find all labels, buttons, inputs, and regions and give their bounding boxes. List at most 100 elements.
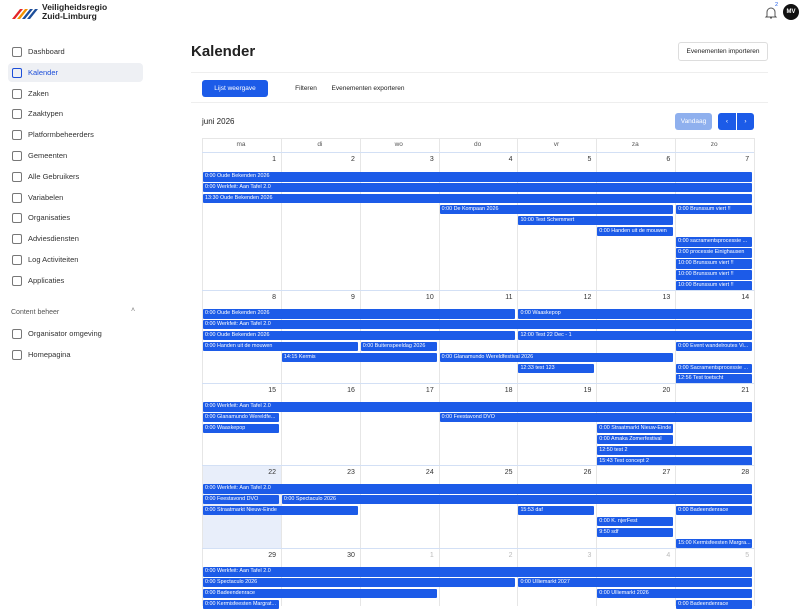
collapse-icon[interactable]: ˄ [131, 307, 136, 314]
nav-icon [12, 192, 22, 203]
nav-item[interactable]: Organisaties [8, 208, 143, 227]
event-bar[interactable]: 12:00 Test 22 Dec - 1 [518, 330, 753, 341]
event-bar[interactable]: 10:00 Brunssum viert !! [676, 270, 753, 280]
event-bar[interactable]: 0:00 Kermisfeesten Margrat... [203, 599, 279, 609]
event-bar[interactable]: 0:00 Feestavond DVO [203, 494, 279, 505]
event-bar[interactable]: 10:00 Brunssum viert !! [676, 281, 753, 291]
event-bar[interactable]: 15:53 daf [518, 505, 595, 516]
grid-line [202, 138, 755, 139]
event-bar[interactable]: 0:00 Handen uit de mouwen [203, 341, 358, 352]
grid-line [359, 138, 361, 606]
logo-text: Veiligheidsregio Zuid-Limburg [42, 3, 107, 21]
event-bar[interactable]: 0:00 Oude Bekenden 2026 [203, 330, 516, 341]
event-bar[interactable]: 0:00 Brunssum viert !! [676, 204, 753, 215]
grid-line [675, 138, 677, 606]
event-bar[interactable]: 0:00 Straatmarkt Nieuw-Einde [203, 505, 358, 516]
today-button[interactable]: Vandaag [675, 113, 712, 130]
day-number: 30 [347, 552, 355, 559]
event-bar[interactable]: 10:00 Test Schemmert [518, 215, 674, 226]
event-bar[interactable]: 0:00 Amaka Zomerfestival [597, 434, 674, 445]
prev-button[interactable]: ‹ [718, 113, 736, 130]
event-bar[interactable]: 0:00 Werkfeit: Aan Tafel 2.0 [203, 402, 753, 412]
event-bar[interactable]: 0:00 processie Einighausen [676, 248, 753, 258]
nav-item[interactable]: Alle Gebruikers [8, 167, 143, 186]
next-button[interactable]: › [737, 113, 754, 130]
export-button[interactable]: Evenementen exporteren [331, 85, 405, 92]
day-number: 21 [741, 387, 750, 394]
event-bar[interactable]: 0:00 Glanamundo Wereldfestival 2026 [439, 352, 674, 363]
event-bar[interactable]: 0:00 Spectaculo 2026 [203, 577, 516, 588]
event-bar[interactable]: 12:56 Test toetscht [676, 374, 753, 384]
event-bar[interactable]: 0:00 Ulliemarkt 2026 [597, 588, 753, 599]
event-bar[interactable]: 0:00 Werkfeit: Aan Tafel 2.0 [203, 319, 753, 330]
event-bar[interactable]: 0:00 Ulliemarkt 2027 [518, 577, 753, 588]
event-bar[interactable]: 12:50 test 2 [597, 445, 753, 456]
event-bar[interactable]: 0:00 De Kompaan 2026 [439, 204, 674, 215]
nav-item[interactable]: Log Activiteiten [8, 250, 143, 269]
event-bar[interactable]: 0:00 Badeendenrace [203, 588, 437, 599]
event-bar[interactable]: 0:00 Waaskepop [203, 423, 279, 434]
event-bar[interactable]: 15:43 Test concept 2 [597, 456, 753, 467]
nav-item[interactable]: Platformbeheerders [8, 125, 143, 144]
event-bar[interactable]: 0:00 Oude Bekenden 2026 [203, 309, 516, 319]
nav-icon [12, 130, 22, 141]
nav-item[interactable]: Adviesdiensten [8, 229, 143, 248]
event-bar[interactable]: 10:00 Brunssum viert !! [676, 259, 753, 269]
nav-item[interactable]: Homepagina [8, 345, 143, 364]
filter-button[interactable]: Filteren [295, 85, 317, 92]
divider [191, 72, 768, 73]
day-number: 29 [268, 552, 276, 559]
event-bar[interactable]: 0:00 Badeendenrace [676, 505, 753, 516]
nav-item[interactable]: Zaaktypen [8, 104, 143, 123]
event-bar[interactable]: 0:00 sacramentsprocessie ... [676, 237, 753, 247]
event-bar[interactable]: 0:00 Werkfeit: Aan Tafel 2.0 [203, 567, 753, 577]
event-bar[interactable]: 0:00 Waaskepop [518, 309, 753, 319]
event-bar[interactable]: 0:00 Werkfeit: Aan Tafel 2.0 [203, 182, 753, 193]
day-number: 25 [504, 469, 513, 476]
nav-icon [12, 171, 22, 182]
notification-badge: 2 [775, 2, 779, 8]
nav-item[interactable]: Variabelen [8, 188, 143, 207]
event-bar[interactable]: 9:50 sdf [597, 527, 674, 538]
grid-line [202, 152, 755, 153]
event-bar[interactable]: 0:00 Werkfeit: Aan Tafel 2.0 [203, 484, 753, 494]
weekday-label: vr [553, 141, 560, 148]
nav-label: Gemeenten [28, 151, 68, 160]
event-bar[interactable]: 0:00 K. njerFest [597, 516, 674, 527]
day-number: 2 [508, 552, 513, 559]
day-number: 22 [268, 469, 276, 476]
day-number: 13 [662, 294, 671, 301]
event-bar[interactable]: 0:00 Sacramentsprocessie ... [676, 363, 753, 374]
event-bar[interactable]: 13:30 Oude Bekenden 2026 [203, 193, 753, 204]
day-number: 11 [505, 294, 513, 301]
day-number: 6 [666, 156, 671, 163]
weekday-label: zo [710, 141, 718, 148]
avatar[interactable]: MV [783, 4, 799, 20]
import-button[interactable]: Evenementen importeren [678, 42, 768, 61]
day-number: 15 [268, 387, 276, 394]
nav-item[interactable]: Gemeenten [8, 146, 143, 165]
list-view-button[interactable]: Lijst weergave [202, 80, 268, 97]
day-number: 27 [662, 469, 671, 476]
bell-icon[interactable] [764, 6, 778, 20]
nav-item[interactable]: Zaken [8, 84, 143, 103]
event-bar[interactable]: 0:00 Buitenspeeldag 2026 [360, 341, 437, 352]
nav-item[interactable]: Kalender [8, 62, 143, 82]
event-bar[interactable]: 0:00 Feestavond DVO [439, 412, 753, 423]
event-bar[interactable]: 15:00 Kermisfeesten Margra... [676, 538, 753, 549]
event-bar[interactable]: 0:00 Handen uit de mouwen [597, 226, 674, 237]
nav-icon [12, 151, 22, 161]
event-bar[interactable]: 14:15 Kermis [281, 352, 437, 363]
event-bar[interactable]: 12:33 test 123 [518, 363, 595, 374]
event-bar[interactable]: 0:00 Event wandelroutes Vi... [676, 341, 753, 352]
nav-label: Zaken [28, 88, 49, 98]
nav-item[interactable]: Applicaties [8, 271, 143, 290]
event-bar[interactable]: 0:00 Straatmarkt Nieuw-Einde [597, 423, 674, 434]
nav-item[interactable]: Dashboard [8, 42, 143, 61]
event-bar[interactable]: 0:00 Spectaculo 2026 [281, 494, 753, 505]
nav-item[interactable]: Organisator omgeving [8, 324, 143, 343]
weekday-label: di [317, 141, 323, 148]
event-bar[interactable]: 0:00 Glanamundo Wereldfe... [203, 412, 279, 423]
event-bar[interactable]: 0:00 Badeendenrace [676, 599, 753, 609]
event-bar[interactable]: 0:00 Oude Bekenden 2026 [203, 172, 753, 182]
